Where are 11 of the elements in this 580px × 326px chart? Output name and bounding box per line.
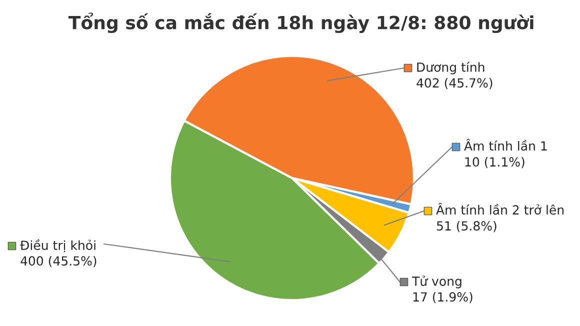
legend-label: Dương tính	[417, 62, 484, 74]
legend-label: Tử vong	[412, 276, 462, 288]
legend-label: Âm tính lần 1	[464, 138, 547, 151]
data-label: 51 (5.8%)	[436, 220, 496, 232]
legend-label: Âm tính lần 2 trở lên	[436, 202, 564, 215]
data-label: 402 (45.7%)	[416, 78, 492, 90]
data-label: 10 (1.1%)	[465, 156, 524, 168]
chart-title: Tổng số ca mắc đến 18h ngày 12/8: 880 người	[68, 12, 534, 34]
legend-label: Điều trị khỏi	[20, 239, 96, 252]
data-label: 17 (1.9%)	[413, 292, 472, 304]
data-label: 400 (45.5%)	[20, 256, 96, 268]
